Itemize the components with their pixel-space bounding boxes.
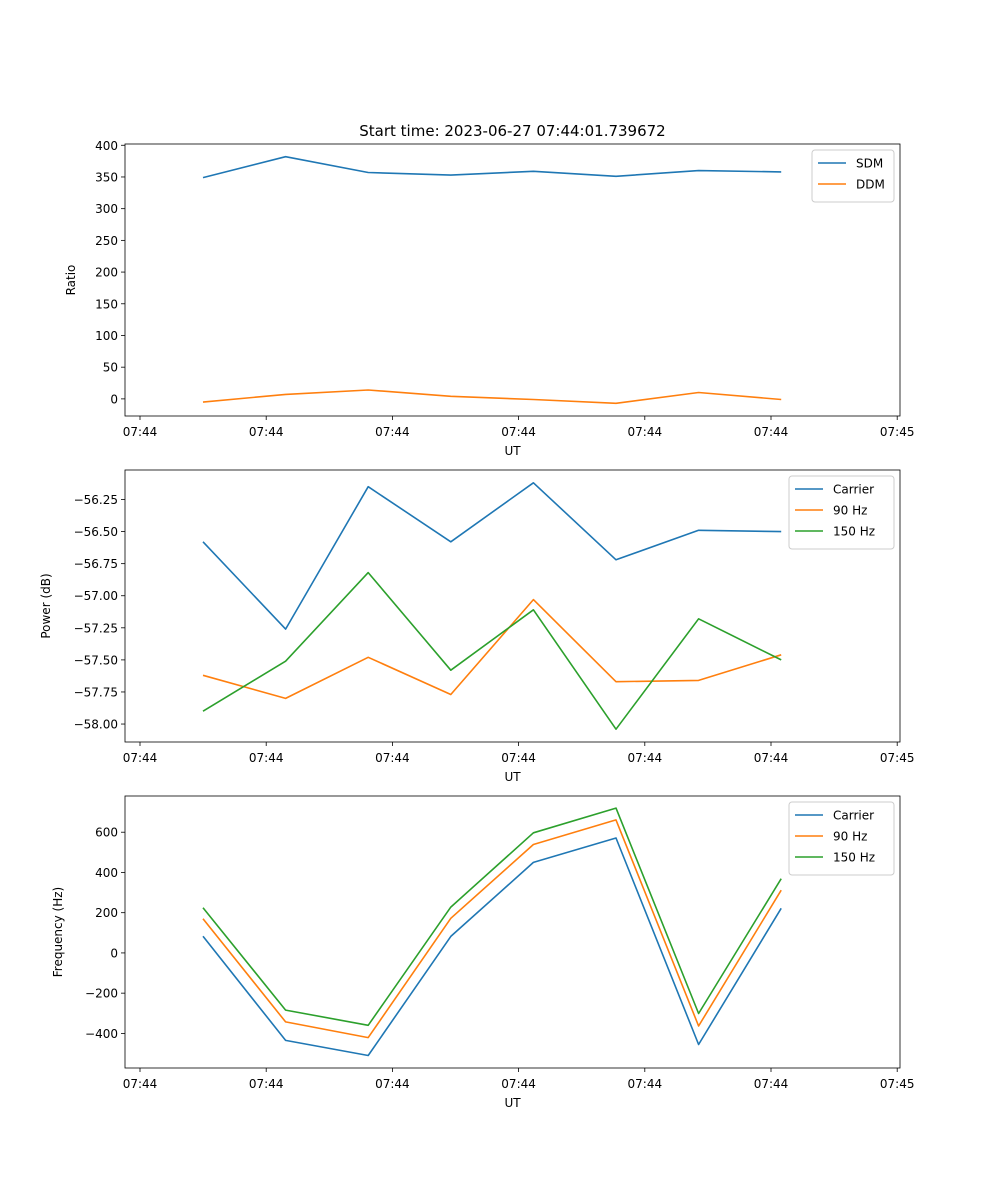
axes-frame-3 bbox=[124, 795, 901, 1069]
x-tick-label-2-5: 07:44 bbox=[754, 751, 789, 765]
legend-label-3-0: Carrier bbox=[833, 809, 874, 823]
x-tick-label-3-1: 07:44 bbox=[249, 1077, 284, 1091]
x-tick-label-2-0: 07:44 bbox=[123, 751, 158, 765]
legend-2: Carrier 90 Hz 150 Hz bbox=[788, 475, 895, 550]
y-axis-label-3: Frequency (Hz) bbox=[51, 887, 65, 978]
x-tick-label-2-6: 07:45 bbox=[880, 751, 915, 765]
y-tick-label-1-2: 100 bbox=[95, 329, 118, 343]
y-tick-label-1-7: 350 bbox=[95, 170, 118, 184]
series-line-2-150-hz bbox=[202, 571, 782, 731]
series-line-2-90-hz bbox=[202, 598, 782, 700]
legend-label-1-1: DDM bbox=[856, 178, 885, 192]
y-tick-label-1-6: 300 bbox=[95, 202, 118, 216]
y-tick-label-2-0: −58.00 bbox=[74, 718, 118, 732]
series-line-3-90-hz bbox=[202, 819, 782, 1039]
y-tick-label-3-1: −200 bbox=[85, 987, 118, 1001]
subplot-1: 0 50 100 150 200 250 300 350 400 07:44 07:44 07:44 0… bbox=[64, 139, 914, 458]
x-tick-label-1-1: 07:44 bbox=[249, 425, 284, 439]
y-tick-label-2-7: −56.25 bbox=[74, 493, 118, 507]
series-line-1-sdm bbox=[202, 155, 782, 179]
legend-3: Carrier 90 Hz 150 Hz bbox=[788, 801, 895, 876]
y-tick-label-3-3: 200 bbox=[95, 906, 118, 920]
legend-label-3-2: 150 Hz bbox=[833, 851, 875, 865]
x-tick-label-3-0: 07:44 bbox=[123, 1077, 158, 1091]
series-line-3-150-hz bbox=[202, 807, 782, 1027]
legend-label-2-0: Carrier bbox=[833, 483, 874, 497]
x-tick-label-1-6: 07:45 bbox=[880, 425, 915, 439]
series-line-2-carrier bbox=[202, 481, 782, 630]
x-tick-label-1-0: 07:44 bbox=[123, 425, 158, 439]
x-tick-label-3-2: 07:44 bbox=[375, 1077, 410, 1091]
y-tick-label-3-0: −400 bbox=[85, 1027, 118, 1041]
y-tick-label-3-4: 400 bbox=[95, 866, 118, 880]
y-tick-label-3-2: 0 bbox=[110, 946, 118, 960]
x-tick-label-3-6: 07:45 bbox=[880, 1077, 915, 1091]
x-tick-label-1-5: 07:44 bbox=[754, 425, 789, 439]
y-tick-label-3-5: 600 bbox=[95, 826, 118, 840]
y-tick-label-2-6: −56.50 bbox=[74, 525, 118, 539]
y-tick-label-2-3: −57.25 bbox=[74, 621, 118, 635]
y-tick-label-1-4: 200 bbox=[95, 266, 118, 280]
subplots: 0 50 100 150 200 250 300 350 400 07:44 07:44 07:44 0… bbox=[39, 139, 914, 1110]
x-tick-label-2-1: 07:44 bbox=[249, 751, 284, 765]
x-axis-label-1: UT bbox=[504, 444, 521, 458]
y-axis-label-1: Ratio bbox=[64, 265, 78, 296]
legend-label-3-1: 90 Hz bbox=[833, 830, 867, 844]
y-tick-label-1-3: 150 bbox=[95, 297, 118, 311]
y-tick-label-2-2: −57.50 bbox=[74, 653, 118, 667]
y-tick-label-1-0: 0 bbox=[110, 392, 118, 406]
y-tick-label-2-4: −57.00 bbox=[74, 589, 118, 603]
x-tick-label-1-2: 07:44 bbox=[375, 425, 410, 439]
y-tick-label-1-1: 50 bbox=[103, 361, 118, 375]
subplot-3: −400 −200 0 200 400 600 07:44 07:44 07:44 07:44 07… bbox=[51, 795, 915, 1110]
legend-1: SDM DDM bbox=[811, 149, 895, 203]
x-tick-label-1-3: 07:44 bbox=[501, 425, 536, 439]
series-line-1-ddm bbox=[202, 389, 782, 405]
y-tick-label-2-1: −57.75 bbox=[74, 685, 118, 699]
legend-label-2-1: 90 Hz bbox=[833, 504, 867, 518]
y-tick-label-1-8: 400 bbox=[95, 139, 118, 153]
x-tick-label-3-3: 07:44 bbox=[501, 1077, 536, 1091]
series-line-3-carrier bbox=[202, 837, 782, 1057]
x-axis-label-3: UT bbox=[504, 1096, 521, 1110]
x-tick-label-1-4: 07:44 bbox=[628, 425, 663, 439]
y-tick-label-2-5: −56.75 bbox=[74, 557, 118, 571]
legend-label-1-0: SDM bbox=[856, 157, 883, 171]
subplot-2: −58.00 −57.75 −57.50 −57.25 −57.00 −56.75 −56.… bbox=[39, 469, 915, 784]
x-tick-label-2-4: 07:44 bbox=[628, 751, 663, 765]
axes-frame-2 bbox=[124, 469, 901, 743]
x-axis-label-2: UT bbox=[504, 770, 521, 784]
y-axis-label-2: Power (dB) bbox=[39, 573, 53, 638]
legend-label-2-2: 150 Hz bbox=[833, 525, 875, 539]
y-tick-label-1-5: 250 bbox=[95, 234, 118, 248]
x-tick-label-2-3: 07:44 bbox=[501, 751, 536, 765]
x-tick-label-2-2: 07:44 bbox=[375, 751, 410, 765]
axes-frame-1 bbox=[124, 143, 901, 417]
x-tick-label-3-5: 07:44 bbox=[754, 1077, 789, 1091]
figure-title: Start time: 2023-06-27 07:44:01.739672 bbox=[359, 122, 665, 140]
x-tick-label-3-4: 07:44 bbox=[628, 1077, 663, 1091]
